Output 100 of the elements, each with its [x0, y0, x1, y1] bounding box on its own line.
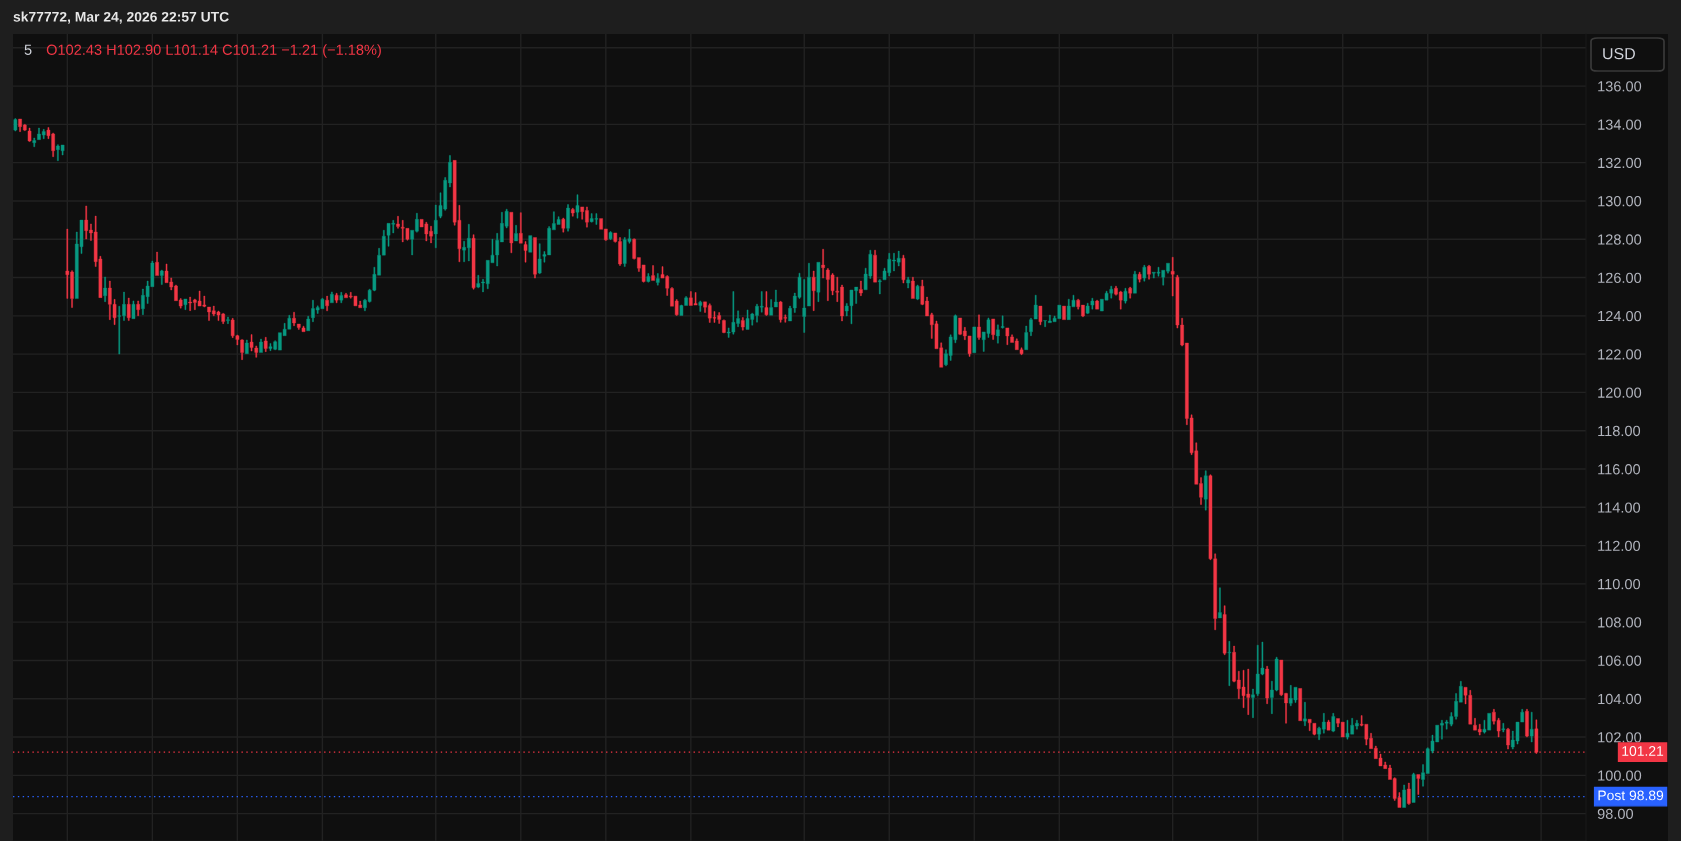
- y-tick-label: 100.00: [1598, 770, 1642, 781]
- candlestick: [693, 292, 698, 306]
- candlestick: [226, 316, 230, 324]
- text: O102.43 H102.90 L101.14 C101.21 −1.21 (−1.18%): [46, 44, 381, 58]
- candlestick: [1411, 772, 1416, 803]
- candlestick: [13, 118, 18, 132]
- candlestick: [807, 262, 811, 307]
- candlestick: [901, 254, 906, 284]
- candlestick: [859, 280, 863, 296]
- candlestick: [1123, 288, 1128, 304]
- candlestick: [126, 297, 131, 321]
- candlestick: [1118, 290, 1123, 310]
- candlestick: [268, 343, 273, 351]
- candlestick: [1133, 271, 1137, 294]
- candlestick: [816, 262, 821, 302]
- y-tick-label: 134.00: [1598, 119, 1642, 130]
- y-tick-label: 108.00: [1598, 617, 1642, 628]
- y-axis-title: USD: [1603, 47, 1635, 60]
- y-tick-label: 136.00: [1598, 81, 1642, 92]
- candlestick: [514, 225, 518, 242]
- y-tick-label: 128.00: [1598, 234, 1642, 245]
- y-tick-label: 116.00: [1598, 464, 1641, 475]
- candlestick: [1345, 719, 1350, 740]
- y-tick-label: 106.00: [1598, 655, 1642, 666]
- candlestick: [911, 276, 915, 299]
- candlestick: [476, 275, 481, 289]
- candlestick: [1137, 271, 1142, 283]
- candlestick: [1222, 605, 1227, 655]
- candlestick: [1062, 305, 1066, 320]
- candlestick: [849, 289, 854, 325]
- candlestick: [528, 235, 533, 253]
- ref-line-label: 101.21: [1622, 746, 1664, 756]
- candlestick: [1265, 665, 1269, 704]
- candlestick: [131, 300, 136, 319]
- candlestick: [160, 269, 164, 285]
- y-tick-label: 122.00: [1598, 349, 1642, 360]
- candlestick: [1402, 784, 1406, 808]
- candlestick: [1298, 688, 1302, 721]
- y-tick-label: 132.00: [1598, 157, 1642, 169]
- candlestick: [1407, 782, 1411, 805]
- candlestick: [41, 129, 46, 139]
- candlestick: [259, 338, 263, 353]
- candlestick: [698, 300, 703, 312]
- text: sk77772, Mar 24, 2026 22:57 UTC: [13, 11, 229, 24]
- candlestick: [646, 273, 651, 283]
- candlestick: [1501, 723, 1506, 733]
- candlestick: [656, 273, 660, 286]
- candlestick: [533, 237, 537, 279]
- candlestick: [32, 137, 37, 147]
- candlestick: [571, 208, 575, 217]
- candlestick: [1251, 688, 1255, 718]
- candlestick: [821, 248, 825, 279]
- candlestick: [1525, 709, 1529, 738]
- candlestick: [245, 339, 249, 354]
- candlestick: [325, 295, 329, 312]
- candlestick: [575, 194, 580, 219]
- candlestick: [103, 276, 107, 302]
- candlestick: [811, 270, 816, 311]
- candlestick: [991, 318, 995, 340]
- candlestick: [1128, 286, 1132, 299]
- candlestick: [608, 231, 613, 240]
- candlestick: [1095, 299, 1099, 310]
- candlestick: [1203, 470, 1208, 511]
- y-tick-label: 124.00: [1598, 310, 1642, 322]
- candlestick: [1024, 325, 1028, 350]
- y-tick-label: 126.00: [1598, 272, 1642, 283]
- candlestick: [339, 292, 344, 304]
- candlestick: [183, 298, 188, 310]
- y-tick-label: 104.00: [1598, 693, 1642, 705]
- candlestick: [1227, 641, 1232, 686]
- candlestick: [330, 291, 334, 304]
- candlestick: [27, 127, 32, 142]
- candlestick: [651, 265, 655, 281]
- candlestick: [906, 276, 910, 289]
- candlestick: [1293, 687, 1298, 703]
- candlestick: [1038, 305, 1043, 326]
- candlestick: [722, 319, 726, 334]
- candlestick: [263, 337, 268, 352]
- candlestick: [353, 295, 358, 307]
- y-tick-label: 130.00: [1598, 196, 1642, 207]
- candlestick: [396, 216, 400, 229]
- candlestick: [915, 284, 920, 300]
- candlestick: [334, 293, 339, 304]
- ref-line-label: Post 98.89: [1598, 790, 1664, 801]
- candlestick: [972, 326, 977, 353]
- y-tick-label: 120.00: [1598, 387, 1642, 398]
- candlestick: [561, 217, 566, 233]
- candlestick: [306, 316, 310, 331]
- y-tick-label: 98.00: [1597, 808, 1634, 820]
- candlestick: [509, 212, 514, 254]
- candlestick: [1331, 713, 1336, 733]
- y-tick-label: 102.00: [1598, 732, 1642, 743]
- y-tick-label: 112.00: [1598, 540, 1641, 552]
- candlestick: [136, 300, 140, 317]
- y-tick-label: 114.00: [1598, 502, 1641, 513]
- candlestick: [1142, 265, 1147, 282]
- candlestick: [471, 234, 476, 290]
- candlestick: [1506, 728, 1510, 750]
- candlestick: [764, 291, 769, 316]
- candlestick: [301, 325, 306, 332]
